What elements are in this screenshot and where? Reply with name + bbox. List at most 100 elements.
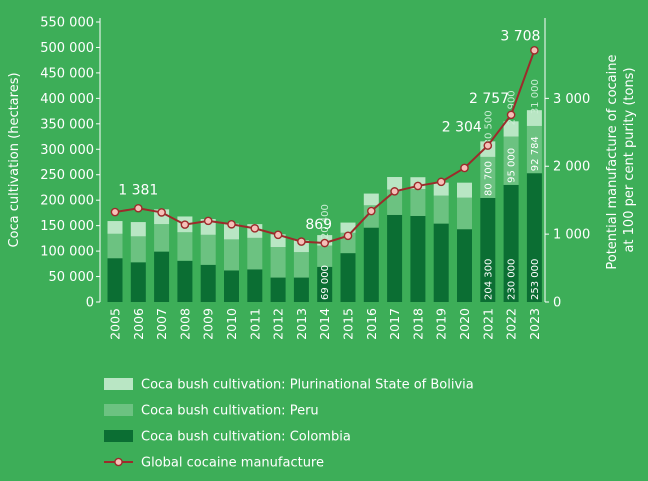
bar-2012-series-1 xyxy=(270,247,286,278)
bar-2005-series-2 xyxy=(107,221,123,234)
legend: Coca bush cultivation: Plurinational Sta… xyxy=(104,378,474,471)
line-value-label: 3 708 xyxy=(500,28,540,44)
bar-value-label: 80 700 xyxy=(483,161,494,196)
line-value-label: 869 xyxy=(305,217,332,233)
manufacture-point-2017 xyxy=(390,187,399,196)
bar-2018-series-0 xyxy=(410,215,426,302)
manufacture-point-2005 xyxy=(110,207,120,217)
left-tick-label: 0 xyxy=(86,296,94,311)
right-axis-ticks: 0 1 000 2 000 3 000 xyxy=(545,92,590,311)
left-axis-title: Coca cultivation (hectares) xyxy=(7,72,22,247)
bar-2005-series-0 xyxy=(107,258,123,302)
x-tick-label: 2005 xyxy=(108,308,123,340)
x-tick-label: 2008 xyxy=(177,308,192,340)
bar-value-label: 230 000 xyxy=(507,259,518,300)
bar-2009-series-1 xyxy=(200,234,216,265)
bar-2008-series-0 xyxy=(177,260,193,302)
right-tick-label: 2 000 xyxy=(553,160,590,175)
right-axis-title-line-2: at 100 per cent purity (tons) xyxy=(622,67,637,252)
manufacture-point-2018 xyxy=(413,181,423,191)
bar-2017-series-0 xyxy=(387,214,403,302)
left-tick-label: 500 000 xyxy=(40,41,94,56)
bar-2013-series-2 xyxy=(293,240,309,253)
bar-2023-series-2 xyxy=(526,110,542,126)
manufacture-point-2019 xyxy=(436,177,446,187)
bar-2015-series-2 xyxy=(340,222,356,233)
bar-2022-series-0 xyxy=(503,184,519,302)
x-axis-ticks: 2005 2006 2007 2008 2009 2010 2011 2012 2013 2014… xyxy=(108,308,542,340)
bar-value-label: 20 400 xyxy=(320,204,331,239)
bar-2011-series-1 xyxy=(247,237,263,270)
bar-value-label: 92 784 xyxy=(530,136,541,171)
bar-2020-series-2 xyxy=(457,182,472,198)
bar-value-label: 204 300 xyxy=(483,259,494,300)
manufacture-point-2021 xyxy=(483,141,493,150)
x-tick-label: 2010 xyxy=(224,308,239,340)
right-axis-title-line-1: Potential manufacture of cocaine xyxy=(605,55,620,270)
bar-2014-series-0 xyxy=(317,266,333,302)
x-tick-label: 2007 xyxy=(154,308,169,340)
x-tick-label: 2015 xyxy=(341,308,356,340)
left-tick-label: 450 000 xyxy=(40,66,94,81)
manufacture-point-2008 xyxy=(180,220,190,229)
x-tick-label: 2006 xyxy=(131,308,146,340)
manufacture-line-series xyxy=(110,46,539,248)
bar-2016-series-0 xyxy=(363,227,379,302)
bar-2021-series-0 xyxy=(480,197,496,302)
legend-label: Coca bush cultivation: Peru xyxy=(141,404,319,419)
line-value-label: 2 757 xyxy=(469,91,509,107)
left-tick-label: 100 000 xyxy=(40,245,94,260)
legend-label: Coca bush cultivation: Colombia xyxy=(141,430,351,445)
manufacture-point-2010 xyxy=(227,219,236,229)
bar-2017-series-1 xyxy=(387,189,403,215)
bar-2019-series-2 xyxy=(433,182,449,196)
x-tick-label: 2017 xyxy=(387,308,402,340)
manufacture-point-2023 xyxy=(530,46,539,55)
x-tick-label: 2019 xyxy=(434,308,449,340)
bar-2006-series-1 xyxy=(130,236,146,263)
left-tick-label: 350 000 xyxy=(40,117,94,132)
legend-swatch xyxy=(104,378,133,390)
bar-2010-series-0 xyxy=(224,270,239,302)
left-tick-label: 200 000 xyxy=(40,194,94,209)
x-tick-label: 2020 xyxy=(457,308,472,340)
bar-2023-series-0 xyxy=(526,173,542,302)
x-tick-label: 2021 xyxy=(480,308,495,340)
manufacture-point-2015 xyxy=(343,231,353,241)
bar-2013-series-0 xyxy=(293,277,309,302)
manufacture-point-2013 xyxy=(297,237,306,246)
left-tick-label: 300 000 xyxy=(40,143,94,158)
line-value-labels: 1 381 869 2 304 2 757 3 708 xyxy=(118,28,540,233)
left-tick-label: 150 000 xyxy=(40,219,94,234)
left-axis-ticks: 0 50 000 100 000 150 000 200 000 250 000 300 0… xyxy=(40,16,100,311)
manufacture-point-2006 xyxy=(133,203,143,213)
bar-2013-series-1 xyxy=(293,252,309,278)
bar-2020-series-0 xyxy=(457,229,472,302)
manufacture-point-2020 xyxy=(460,163,469,173)
x-tick-label: 2011 xyxy=(247,308,262,340)
bar-value-label: 31 000 xyxy=(530,79,541,114)
bar-value-label: 30 500 xyxy=(483,110,494,145)
left-tick-label: 550 000 xyxy=(40,16,94,31)
manufacture-point-2022 xyxy=(506,110,516,120)
x-tick-label: 2012 xyxy=(271,308,286,340)
manufacture-point-2016 xyxy=(366,206,376,216)
bar-2017-series-2 xyxy=(387,177,403,190)
legend-marker xyxy=(114,457,123,467)
legend-label: Coca bush cultivation: Plurinational Sta… xyxy=(141,378,474,393)
x-tick-label: 2016 xyxy=(364,308,379,340)
left-tick-label: 250 000 xyxy=(40,168,94,183)
x-tick-label: 2013 xyxy=(294,308,309,340)
bar-2012-series-0 xyxy=(270,277,286,302)
manufacture-point-2007 xyxy=(157,208,166,217)
x-tick-label: 2022 xyxy=(504,308,519,340)
bar-2005-series-1 xyxy=(107,233,123,259)
bar-2006-series-2 xyxy=(130,222,146,237)
bar-2019-series-0 xyxy=(433,223,449,302)
right-tick-label: 0 xyxy=(553,296,561,311)
x-tick-label: 2009 xyxy=(201,308,216,340)
bar-value-label: 69 000 xyxy=(320,265,331,300)
bar-2015-series-0 xyxy=(340,253,356,302)
right-tick-label: 1 000 xyxy=(553,228,590,243)
